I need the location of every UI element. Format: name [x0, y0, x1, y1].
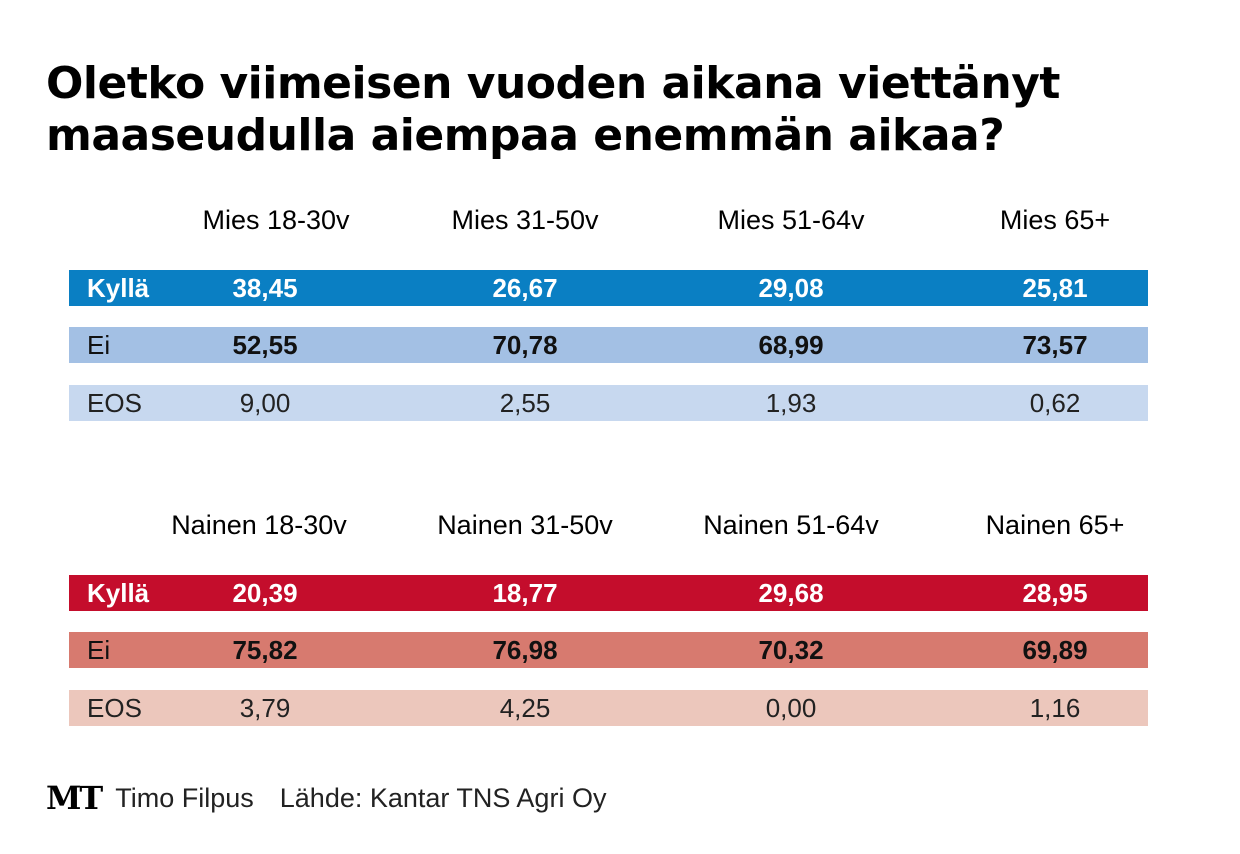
value-cell: 9,00	[239, 388, 291, 418]
value-cell: 68,99	[758, 330, 824, 360]
value-cell: 29,68	[758, 578, 824, 608]
value-cell: 52,55	[232, 330, 298, 360]
column-header: Nainen 65+	[985, 510, 1125, 540]
value-cell: 3,79	[239, 693, 291, 723]
column-header: Nainen 51-64v	[703, 510, 879, 540]
table-row-ei: Ei 52,55 70,78 68,99 73,57	[69, 327, 1148, 363]
women-table: Nainen 18-30v Nainen 31-50v Nainen 51-64v N…	[69, 510, 1148, 730]
table-row-eos: EOS 3,79 4,25 0,00 1,16	[69, 690, 1148, 726]
mt-logo: MT	[46, 779, 103, 817]
table-row-kylla: Kyllä 20,39 18,77 29,68 28,95	[69, 575, 1148, 611]
value-cell: 69,89	[1022, 635, 1088, 665]
value-cell: 25,81	[1022, 273, 1088, 303]
column-header: Mies 65+	[999, 205, 1111, 235]
column-header: Mies 31-50v	[451, 205, 599, 235]
row-label: Ei	[87, 330, 111, 360]
table-row-ei: Ei 75,82 76,98 70,32 69,89	[69, 632, 1148, 668]
row-label: EOS	[87, 388, 142, 418]
value-cell: 26,67	[492, 273, 558, 303]
value-cell: 29,08	[758, 273, 824, 303]
value-cell: 70,32	[758, 635, 824, 665]
row-label: Kyllä	[87, 578, 150, 608]
author-credit: Timo Filpus	[115, 782, 254, 813]
value-cell: 1,93	[765, 388, 817, 418]
source-credit: Lähde: Kantar TNS Agri Oy	[279, 782, 607, 813]
value-cell: 1,16	[1029, 693, 1081, 723]
row-label: Kyllä	[87, 273, 150, 303]
column-header: Mies 51-64v	[717, 205, 865, 235]
value-cell: 0,62	[1029, 388, 1081, 418]
value-cell: 18,77	[492, 578, 558, 608]
chart-title: Oletko viimeisen vuoden aikana viettänyt…	[46, 58, 1060, 161]
value-cell: 75,82	[232, 635, 298, 665]
value-cell: 4,25	[499, 693, 551, 723]
column-header: Nainen 31-50v	[437, 510, 613, 540]
column-header: Mies 18-30v	[202, 205, 350, 235]
footer: MT Timo Filpus Lähde: Kantar TNS Agri Oy	[46, 778, 632, 818]
value-cell: 73,57	[1022, 330, 1088, 360]
value-cell: 76,98	[492, 635, 558, 665]
value-cell: 70,78	[492, 330, 558, 360]
value-cell: 28,95	[1022, 578, 1088, 608]
table-row-kylla: Kyllä 38,45 26,67 29,08 25,81	[69, 270, 1148, 306]
men-table: Mies 18-30v Mies 31-50v Mies 51-64v Mies 65…	[69, 205, 1148, 425]
value-cell: 38,45	[232, 273, 298, 303]
row-label: Ei	[87, 635, 111, 665]
column-header: Nainen 18-30v	[171, 510, 347, 540]
value-cell: 2,55	[499, 388, 551, 418]
row-label: EOS	[87, 693, 142, 723]
table-row-eos: EOS 9,00 2,55 1,93 0,62	[69, 385, 1148, 421]
value-cell: 20,39	[232, 578, 298, 608]
value-cell: 0,00	[765, 693, 817, 723]
